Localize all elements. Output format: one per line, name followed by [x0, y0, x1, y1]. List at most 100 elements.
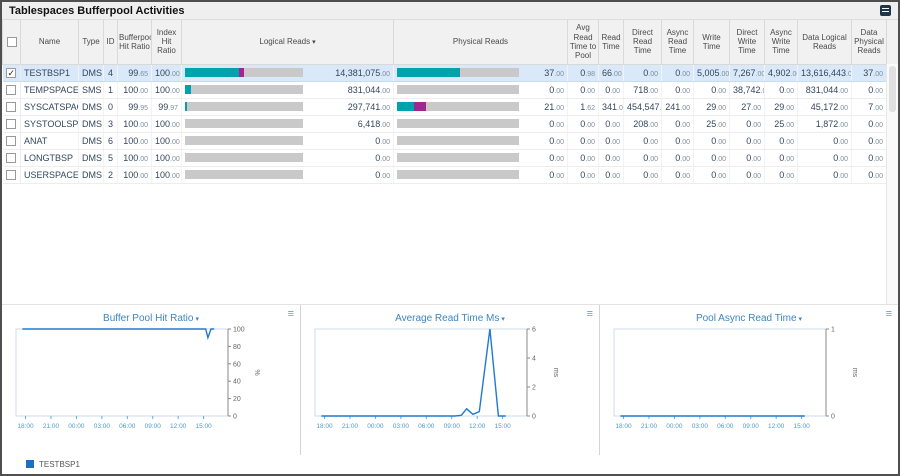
cell-value: 0.00 — [711, 135, 726, 146]
column-header-data_logical[interactable]: Data Logical Reads — [797, 20, 852, 65]
widget-menu-icon[interactable] — [880, 5, 891, 16]
svg-text:03:00: 03:00 — [393, 423, 410, 430]
cell-value: 0.00 — [605, 152, 620, 163]
cell-value: 100.00 — [155, 169, 180, 180]
column-header-read_time[interactable]: Read Time — [598, 20, 624, 65]
svg-text:18:00: 18:00 — [615, 423, 632, 430]
column-header-label: Read Time — [601, 32, 621, 51]
cell-value: 100.00 — [123, 118, 148, 129]
row-checkbox[interactable] — [6, 84, 17, 95]
cell-value: 0.00 — [833, 152, 848, 163]
cell-value: 0.00 — [643, 169, 658, 180]
cell-value: 0.00 — [868, 84, 883, 95]
cell-value: 0.00 — [605, 169, 620, 180]
cell-read_time: 66.00 — [598, 64, 624, 82]
svg-text:4: 4 — [532, 356, 536, 363]
cell-bp_hit: 100.00 — [117, 132, 152, 150]
column-header-label: Avg Read Time to Pool — [569, 23, 597, 60]
physical-reads-bar — [397, 153, 519, 162]
svg-text:03:00: 03:00 — [94, 423, 111, 430]
chart-menu-icon[interactable]: ≡ — [885, 308, 892, 320]
cell-value: 831,044.00 — [805, 84, 848, 95]
cell-value: 0.00 — [549, 135, 564, 146]
svg-text:2: 2 — [532, 385, 536, 392]
row-checkbox[interactable] — [6, 169, 17, 180]
cell-logical: 297,741.00 — [181, 98, 394, 116]
column-header-bp_hit[interactable]: Bufferpool Hit Ratio — [117, 20, 152, 65]
cell-value: 0.00 — [779, 84, 794, 95]
column-header-label: Type — [82, 37, 100, 47]
table-row[interactable]: SYSCATSPACEDMS0 99.95 99.97 297,741.00 21.00… — [2, 98, 898, 116]
cell-type: DMS — [78, 132, 104, 150]
chart-menu-icon[interactable]: ≡ — [586, 308, 593, 320]
cell-type: SMS — [78, 81, 104, 99]
row-checkbox[interactable] — [6, 152, 17, 163]
svg-text:06:00: 06:00 — [717, 423, 734, 430]
table-row[interactable]: SYSTOOLSPACEDMS3 100.00 100.00 6,418.00 0.00… — [2, 115, 898, 133]
scrollbar-thumb[interactable] — [889, 66, 896, 112]
chart-menu-icon[interactable]: ≡ — [287, 308, 294, 320]
svg-text:20: 20 — [233, 396, 241, 403]
column-header-avg_read_pool[interactable]: Avg Read Time to Pool — [567, 20, 599, 65]
cell-value: 0.00 — [675, 84, 690, 95]
cell-async_write: 0.00 — [764, 166, 798, 184]
cell-logical: 0.00 — [181, 132, 394, 150]
row-checkbox[interactable] — [6, 118, 17, 129]
column-header-logical[interactable]: Logical Reads ▾ — [181, 20, 394, 65]
cell-value: 0.00 — [675, 152, 690, 163]
chart-title-dropdown[interactable]: Pool Async Read Time ▾ — [695, 313, 803, 324]
table-row[interactable]: ✓ TESTBSP1 DMS 4 99.65 100.00 14,381,075.00 37.… — [2, 64, 898, 82]
cell-value: 0.00 — [833, 135, 848, 146]
cell-value: 100.00 — [155, 152, 180, 163]
chart-title-dropdown[interactable]: Buffer Pool Hit Ratio ▾ — [103, 313, 199, 324]
table-row[interactable]: USERSPACE1 DMS 2 100.00 100.00 0.00 0.00 0.00 0.… — [2, 166, 898, 184]
svg-text:%: % — [253, 369, 260, 375]
table-row[interactable]: LONGTBSP DMS 5 100.00 100.00 0.00 0.00 0.00 0.00… — [2, 149, 898, 167]
row-checkbox[interactable]: ✓ — [6, 67, 17, 78]
cell-value: 4,902.00 — [768, 67, 797, 78]
column-header-async_write[interactable]: Async Write Time — [764, 20, 798, 65]
column-header-check[interactable] — [2, 20, 21, 65]
cell-data_physical: 0.00 — [851, 166, 887, 184]
column-header-name[interactable]: Name — [20, 20, 79, 65]
cell-avg_read_pool: 0.98 — [567, 64, 599, 82]
row-checkbox[interactable] — [6, 135, 17, 146]
cell-avg_read_pool: 0.00 — [567, 115, 599, 133]
cell-value: 0.00 — [868, 135, 883, 146]
cell-value: 0.00 — [746, 135, 761, 146]
chart-legend: TESTBSP1 — [2, 455, 898, 473]
cell-physical: 0.00 — [393, 149, 568, 167]
cell-value: 45,172.00 — [810, 101, 848, 112]
column-header-direct_write[interactable]: Direct Write Time — [729, 20, 765, 65]
column-header-id[interactable]: ID — [103, 20, 118, 65]
cell-async_read: 0.00 — [661, 81, 694, 99]
cell-id: 0 — [103, 98, 118, 116]
column-header-idx_hit[interactable]: Index Hit Ratio — [151, 20, 182, 65]
column-header-type[interactable]: Type — [78, 20, 104, 65]
chart-panel-buffer-pool-hit-ratio: Buffer Pool Hit Ratio ▾ ≡ 100 80 60 40 20 0% 18:0… — [2, 305, 301, 455]
select-all-checkbox[interactable] — [6, 36, 17, 47]
table-row[interactable]: ANAT DMS 6 100.00 100.00 0.00 0.00 0.00 0.00 0.00… — [2, 132, 898, 150]
svg-text:12:00: 12:00 — [170, 423, 187, 430]
column-header-write_time[interactable]: Write Time — [693, 20, 730, 65]
row-checkbox[interactable] — [6, 101, 17, 112]
cell-read_time: 0.00 — [598, 149, 624, 167]
column-header-async_read[interactable]: Async Read Time — [661, 20, 694, 65]
table-row[interactable]: TEMPSPACE1 SMS 1 100.00 100.00 831,044.00 0.00… — [2, 81, 898, 99]
column-header-direct_read[interactable]: Direct Read Time — [623, 20, 662, 65]
chart-title-dropdown[interactable]: Average Read Time Ms ▾ — [395, 313, 505, 324]
vertical-scrollbar[interactable] — [886, 64, 898, 304]
column-header-physical[interactable]: Physical Reads — [393, 20, 568, 65]
svg-text:18:00: 18:00 — [316, 423, 333, 430]
logical-reads-bar — [185, 102, 303, 111]
cell-direct_write: 0.00 — [729, 166, 765, 184]
cell-idx_hit: 100.00 — [151, 115, 182, 133]
svg-text:15:00: 15:00 — [195, 423, 212, 430]
cell-direct_write: 7,267.00 — [729, 64, 765, 82]
column-header-data_physical[interactable]: Data Physical Reads — [851, 20, 887, 65]
cell-value: 100.00 — [123, 152, 148, 163]
cell-idx_hit: 100.00 — [151, 81, 182, 99]
cell-direct_read: 0.00 — [623, 64, 662, 82]
cell-direct_read: 208.00 — [623, 115, 662, 133]
svg-text:40: 40 — [233, 379, 241, 386]
